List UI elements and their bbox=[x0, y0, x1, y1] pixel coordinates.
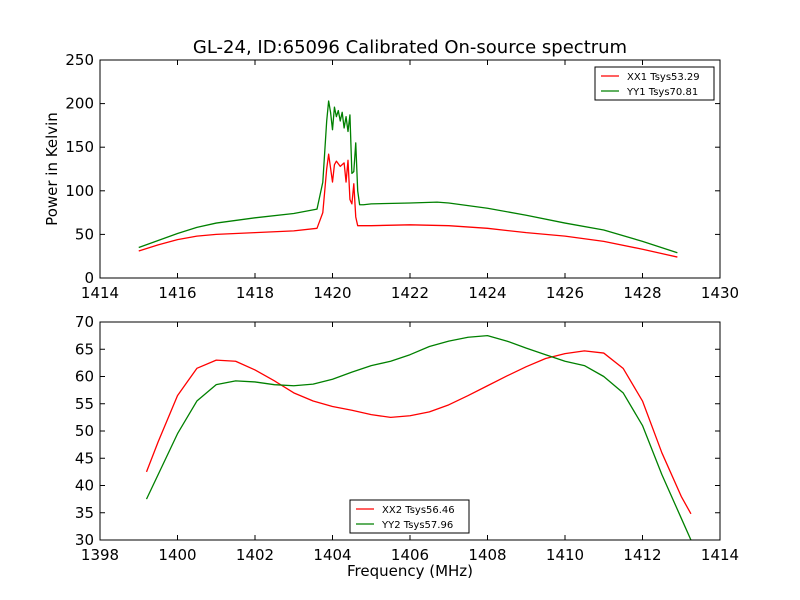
legend-label-2: YY1 Tsys70.81 bbox=[626, 87, 698, 98]
x-tick-label: 1428 bbox=[623, 284, 661, 302]
series-group bbox=[138, 100, 678, 258]
legend-label-1: XX2 Tsys56.46 bbox=[382, 505, 455, 516]
y-axis: 30 35 40 45 50 55 60 65 70 bbox=[75, 313, 720, 549]
legend: XX1 Tsys53.29 YY1 Tsys70.81 bbox=[594, 66, 715, 101]
y-tick-label: 100 bbox=[65, 182, 94, 200]
x-tick-label: 1416 bbox=[158, 284, 196, 302]
series-line-2 bbox=[138, 100, 678, 254]
y-tick-label: 40 bbox=[75, 477, 94, 495]
y-tick-label: 60 bbox=[75, 368, 94, 386]
figure-title: GL-24, ID:65096 Calibrated On-source spe… bbox=[193, 37, 627, 58]
x-tick-label: 1400 bbox=[158, 546, 196, 564]
y-tick-label: 150 bbox=[65, 138, 94, 156]
legend-box bbox=[349, 499, 470, 534]
y-tick-label: 65 bbox=[75, 340, 94, 358]
legend-label-2: YY2 Tsys57.96 bbox=[381, 520, 453, 531]
y-tick-label: 250 bbox=[65, 51, 94, 69]
x-axis-label: Frequency (MHz) bbox=[347, 562, 473, 580]
legend-box bbox=[594, 66, 715, 101]
x-tick-label: 1414 bbox=[701, 546, 739, 564]
y-tick-label: 35 bbox=[75, 504, 94, 522]
chart-panels: 1414 1416 1418 1420 1422 1424 1426 1428 14300501… bbox=[43, 51, 739, 580]
y-tick-label: 200 bbox=[65, 95, 94, 113]
legend: XX2 Tsys56.46 YY2 Tsys57.96 bbox=[349, 499, 470, 534]
chart-panel-1: 1414 1416 1418 1420 1422 1424 1426 1428 14300501… bbox=[43, 51, 739, 302]
y-tick-label: 55 bbox=[75, 395, 94, 413]
series-group bbox=[145, 334, 692, 540]
y-tick-label: 0 bbox=[84, 269, 94, 287]
series-line-1 bbox=[145, 350, 692, 515]
legend-label-1: XX1 Tsys53.29 bbox=[627, 72, 700, 83]
series-line-1 bbox=[138, 153, 678, 258]
x-tick-label: 1418 bbox=[236, 284, 274, 302]
x-tick-label: 1402 bbox=[236, 546, 274, 564]
x-tick-label: 1422 bbox=[391, 284, 429, 302]
x-tick-label: 1424 bbox=[468, 284, 506, 302]
y-tick-label: 50 bbox=[75, 225, 94, 243]
x-tick-label: 1406 bbox=[391, 546, 429, 564]
x-tick-label: 1430 bbox=[701, 284, 739, 302]
y-tick-label: 50 bbox=[75, 422, 94, 440]
x-tick-label: 1408 bbox=[468, 546, 506, 564]
y-tick-label: 45 bbox=[75, 449, 94, 467]
x-axis: 1414 1416 1418 1420 1422 1424 1426 1428 1430 bbox=[81, 60, 739, 302]
x-axis: 1398 1400 1402 1404 1406 1408 1410 1412 1414 bbox=[81, 322, 739, 564]
series-line-2 bbox=[145, 334, 692, 540]
y-tick-label: 30 bbox=[75, 531, 94, 549]
y-axis: 0 50 100 150 200 250 bbox=[65, 51, 720, 287]
x-tick-label: 1414 bbox=[81, 284, 119, 302]
x-tick-label: 1412 bbox=[623, 546, 661, 564]
x-tick-label: 1420 bbox=[313, 284, 351, 302]
y-tick-label: 70 bbox=[75, 313, 94, 331]
y-axis-label: Power in Kelvin bbox=[43, 112, 61, 226]
x-tick-label: 1410 bbox=[546, 546, 584, 564]
x-tick-label: 1404 bbox=[313, 546, 351, 564]
x-tick-label: 1426 bbox=[546, 284, 584, 302]
x-tick-label: 1398 bbox=[81, 546, 119, 564]
chart-panel-2: 1398 1400 1402 1404 1406 1408 1410 1412 1414 30 35… bbox=[75, 313, 739, 580]
